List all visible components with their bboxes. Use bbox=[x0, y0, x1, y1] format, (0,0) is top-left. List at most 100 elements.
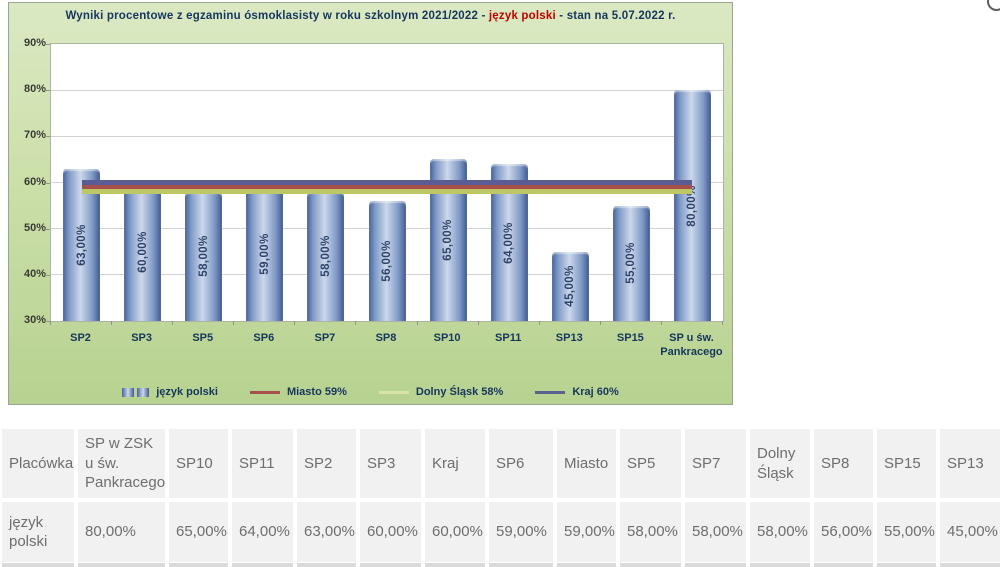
table-value-cell: 58,00% bbox=[685, 502, 746, 562]
table-next-row-strip bbox=[2, 563, 74, 567]
table-value-cell: 60,00% bbox=[425, 502, 485, 562]
y-axis-tick bbox=[45, 136, 50, 138]
table-value-cell: 59,00% bbox=[489, 502, 553, 562]
y-axis-tick bbox=[45, 90, 50, 92]
table-next-row-strip bbox=[297, 563, 356, 567]
table-header-cell: Placówka bbox=[2, 429, 74, 498]
y-axis-tick bbox=[45, 44, 50, 45]
table-value-cell: 56,00% bbox=[814, 502, 873, 562]
category-label-SP2: SP2 bbox=[70, 332, 91, 344]
table-header-cell: Kraj bbox=[425, 429, 485, 498]
chart-title-subject: język polski bbox=[488, 10, 556, 22]
table-header-cell: SP11 bbox=[232, 429, 293, 498]
corner-icon[interactable] bbox=[987, 0, 1000, 11]
bar-SP8: 56,00% bbox=[368, 200, 406, 321]
reference-line-miasto bbox=[81, 184, 693, 190]
category-label-SP15: SP15 bbox=[616, 332, 644, 344]
table-next-row-strip bbox=[360, 563, 421, 567]
table-next-row-strip bbox=[814, 563, 873, 567]
x-axis-tick bbox=[233, 321, 235, 325]
bar-SP2: 63,00% bbox=[63, 168, 101, 321]
table-next-row-strip bbox=[169, 563, 228, 567]
table-value-cell: 58,00% bbox=[750, 502, 810, 562]
bar-SP6: 59,00% bbox=[246, 187, 284, 321]
legend-label: język polski bbox=[156, 386, 218, 398]
bar-SP u św. Pankracego: 80,00% bbox=[673, 90, 711, 321]
table-header-cell: SP10 bbox=[169, 429, 228, 498]
plot-area: 63,00% 60,00% 58,00% 59,00% 58,00% 56,00% 65,0… bbox=[50, 43, 724, 322]
bar-SP5: 58,00% bbox=[185, 191, 223, 321]
y-axis-label: 70% bbox=[23, 129, 46, 142]
table-value-cell: 58,00% bbox=[620, 502, 681, 562]
bar-value-label: 60,00% bbox=[136, 231, 149, 273]
chart-title-date: - stan na 5.07.2022 r. bbox=[555, 10, 676, 22]
table-next-row-strip bbox=[685, 563, 746, 567]
category-label-SP7: SP7 bbox=[314, 332, 336, 344]
y-axis-tick bbox=[45, 182, 50, 184]
table-next-row-strip bbox=[425, 563, 485, 567]
legend-item: język polski bbox=[122, 386, 218, 398]
bar-SP7: 58,00% bbox=[307, 191, 345, 321]
chart-title-main: Wyniki procentowe z egzaminu ósmoklasist… bbox=[65, 10, 489, 22]
x-axis-tick bbox=[416, 321, 418, 325]
bar-SP13: 45,00% bbox=[551, 251, 589, 321]
category-label-SP11: SP11 bbox=[495, 332, 522, 344]
x-axis-tick bbox=[111, 321, 113, 325]
legend-item: Miasto 59% bbox=[249, 386, 347, 398]
table-value-cell: 59,00% bbox=[557, 502, 616, 562]
category-label-SP10: SP10 bbox=[433, 332, 461, 344]
chart-panel: Wyniki procentowe z egzaminu ósmoklasist… bbox=[8, 2, 733, 405]
table-next-row-strip bbox=[940, 563, 1000, 567]
bar-value-label: 63,00% bbox=[75, 224, 88, 266]
x-axis-tick bbox=[538, 321, 540, 325]
table-value-cell: 55,00% bbox=[877, 502, 936, 562]
bar-value-label: 45,00% bbox=[564, 265, 577, 308]
y-axis-label: 80% bbox=[23, 83, 46, 96]
chart-legend: język polski Miasto 59% Dolny Śląsk 58% Kra… bbox=[9, 386, 732, 398]
bar-SP3: 60,00% bbox=[124, 182, 162, 321]
category-label-SP-u-w-Pankracego: SP u św. Pankracego bbox=[660, 332, 723, 358]
x-axis-tick bbox=[660, 321, 662, 325]
legend-item: Kraj 60% bbox=[535, 386, 619, 398]
category-label-SP8: SP8 bbox=[375, 332, 397, 344]
gridline bbox=[51, 89, 723, 91]
bar-value-label: 65,00% bbox=[442, 219, 455, 261]
table-next-row-strip bbox=[232, 563, 293, 567]
x-axis-tick bbox=[294, 321, 296, 325]
table-next-row-strip bbox=[557, 563, 616, 567]
y-axis-tick bbox=[45, 228, 50, 230]
x-axis-tick bbox=[722, 321, 723, 325]
table-next-row-strip bbox=[78, 563, 165, 567]
table-value-cell: 63,00% bbox=[297, 502, 356, 562]
x-axis-tick bbox=[172, 321, 174, 325]
table-header-cell: SP2 bbox=[297, 429, 356, 498]
category-label-SP3: SP3 bbox=[131, 332, 153, 344]
legend-item: Dolny Śląsk 58% bbox=[378, 386, 503, 398]
bar-value-label: 59,00% bbox=[258, 233, 271, 275]
y-axis-label: 30% bbox=[23, 314, 46, 326]
x-axis-tick bbox=[50, 321, 51, 325]
legend-label: Kraj 60% bbox=[572, 386, 619, 398]
legend-bar-swatch-icon bbox=[122, 387, 150, 397]
table-header-cell: Dolny Śląsk bbox=[750, 429, 810, 498]
table-value-cell: 60,00% bbox=[360, 502, 421, 562]
x-axis-tick bbox=[599, 321, 601, 325]
y-axis-label: 40% bbox=[23, 267, 46, 280]
bar-value-label: 56,00% bbox=[381, 240, 393, 282]
bar-value-label: 58,00% bbox=[319, 235, 332, 278]
table-next-row-strip bbox=[489, 563, 553, 567]
table-value-cell: 65,00% bbox=[169, 502, 228, 562]
table-header-cell: SP5 bbox=[620, 429, 681, 498]
table-row-label: język polski bbox=[2, 502, 74, 562]
table-header-cell: SP3 bbox=[360, 429, 421, 498]
table-header-cell: SP7 bbox=[685, 429, 746, 498]
reference-line-kraj bbox=[81, 180, 693, 185]
chart-title: Wyniki procentowe z egzaminu ósmoklasist… bbox=[9, 10, 732, 22]
table-header-cell: SP15 bbox=[877, 429, 936, 498]
y-axis-label: 50% bbox=[23, 221, 46, 234]
reference-line-dolny bbox=[81, 189, 693, 195]
table-next-row-strip bbox=[877, 563, 936, 567]
table-header-cell: SP6 bbox=[489, 429, 553, 498]
category-label-SP6: SP6 bbox=[253, 332, 275, 344]
